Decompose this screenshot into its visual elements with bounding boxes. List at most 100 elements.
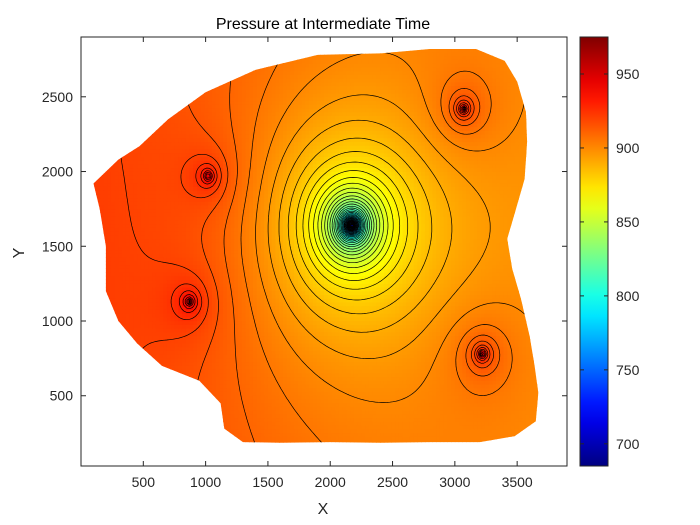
field-cell: [368, 350, 374, 355]
field-cell: [320, 324, 325, 329]
field-cell: [495, 357, 501, 363]
field-cell: [256, 417, 262, 422]
field-cell: [380, 406, 385, 411]
field-cell: [290, 350, 295, 355]
field-cell: [507, 391, 512, 396]
field-cell: [462, 402, 467, 407]
field-cell: [503, 346, 508, 351]
field-cell: [279, 391, 284, 396]
field-cell: [297, 357, 303, 363]
field-cell: [338, 324, 344, 329]
field-cell: [346, 376, 351, 381]
field-cell: [436, 398, 441, 404]
field-cell: [428, 432, 434, 437]
field-cell: [166, 354, 172, 359]
field-cell: [443, 331, 448, 337]
field-cell: [252, 361, 258, 366]
field-cell: [219, 372, 224, 378]
field-cell: [346, 413, 351, 419]
field-cell: [245, 391, 250, 396]
field-cell: [163, 350, 168, 355]
field-cell: [402, 402, 407, 407]
field-cell: [230, 335, 235, 340]
field-cell: [353, 335, 359, 340]
field-cell: [361, 402, 366, 407]
field-cell: [226, 324, 232, 329]
field-cell: [327, 327, 333, 333]
field-cell: [275, 339, 280, 344]
field-cell: [245, 424, 250, 430]
field-cell: [286, 331, 291, 337]
field-cell: [335, 424, 340, 430]
field-cell: [234, 335, 239, 340]
field-cell: [324, 339, 329, 344]
field-cell: [395, 324, 400, 329]
field-cell: [428, 350, 434, 355]
field-cell: [286, 376, 291, 381]
field-cell: [238, 398, 243, 404]
field-cell: [155, 342, 161, 348]
field-cell: [275, 354, 280, 359]
field-cell: [249, 357, 254, 363]
field-cell: [421, 335, 426, 340]
field-cell: [338, 436, 344, 441]
field-cell: [428, 383, 434, 389]
field-cell: [439, 410, 445, 415]
field-cell: [473, 402, 478, 407]
field-cell: [335, 432, 340, 437]
field-cell: [170, 324, 176, 329]
field-cell: [514, 424, 519, 430]
field-cell: [477, 383, 482, 389]
field-cell: [163, 327, 168, 333]
field-cell: [286, 327, 291, 333]
field-cell: [376, 436, 381, 441]
field-cell: [495, 391, 501, 396]
field-cell: [342, 346, 348, 351]
field-cell: [522, 376, 527, 381]
field-cell: [525, 421, 531, 426]
field-cell: [510, 428, 516, 434]
field-cell: [320, 365, 325, 370]
field-cell: [249, 436, 254, 441]
field-cell: [338, 424, 344, 430]
field-cell: [350, 376, 355, 381]
field-cell: [507, 428, 512, 434]
field-cell: [439, 395, 445, 400]
field-cell: [342, 387, 348, 392]
field-cell: [215, 320, 220, 325]
field-cell: [324, 406, 329, 411]
field-cell: [525, 342, 531, 348]
field-cell: [469, 376, 475, 381]
field-cell: [331, 421, 336, 426]
field-cell: [361, 395, 366, 400]
field-cell: [522, 406, 527, 411]
field-cell: [286, 383, 291, 389]
field-cell: [409, 436, 415, 441]
field-cell: [223, 339, 228, 344]
field-cell: [223, 387, 228, 392]
field-cell: [297, 439, 303, 443]
field-cell: [305, 324, 310, 329]
field-cell: [193, 372, 198, 378]
field-cell: [260, 395, 265, 400]
field-cell: [529, 413, 534, 419]
field-cell: [309, 354, 314, 359]
field-cell: [350, 424, 355, 430]
field-cell: [510, 339, 516, 344]
field-cell: [133, 327, 138, 333]
field-cell: [469, 417, 475, 422]
field-cell: [245, 436, 250, 441]
field-cell: [488, 413, 493, 419]
field-cell: [398, 395, 404, 400]
field-cell: [499, 432, 505, 437]
field-cell: [305, 335, 310, 340]
field-cell: [331, 369, 336, 374]
field-cell: [264, 391, 269, 396]
field-cell: [256, 410, 262, 415]
field-cell: [275, 402, 280, 407]
field-cell: [223, 380, 228, 385]
field-cell: [320, 410, 325, 415]
field-cell: [290, 432, 295, 437]
field-cell: [488, 402, 493, 407]
field-cell: [432, 339, 437, 344]
